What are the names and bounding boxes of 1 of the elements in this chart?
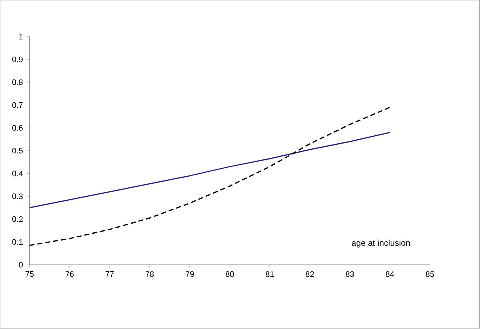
annotation: age at inclusion <box>352 240 410 248</box>
